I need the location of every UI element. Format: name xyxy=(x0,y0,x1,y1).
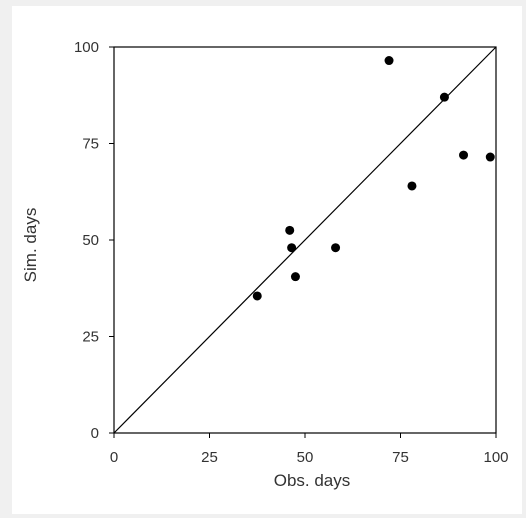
data-point xyxy=(384,56,394,66)
y-tick-label: 100 xyxy=(74,39,99,56)
axis-ticks: 0 25 50 75 100 0 25 50 75 100 xyxy=(74,39,509,466)
y-tick-label: 25 xyxy=(82,329,99,346)
scatter-chart: 0 25 50 75 100 0 25 50 75 100 Obs. days Sim. days xyxy=(21,39,509,490)
y-axis-title: Sim. days xyxy=(21,208,40,283)
one-to-one-line xyxy=(113,46,497,434)
data-point xyxy=(285,225,295,235)
data-point xyxy=(252,291,262,301)
x-tick-label: 75 xyxy=(392,449,409,466)
data-point xyxy=(407,181,417,191)
x-tick-label: 0 xyxy=(110,449,118,466)
y-tick-label: 0 xyxy=(91,425,99,442)
x-tick-label: 25 xyxy=(201,449,218,466)
data-points xyxy=(252,56,495,301)
y-tick-label: 75 xyxy=(82,136,99,153)
data-point xyxy=(459,150,469,160)
data-point xyxy=(439,92,449,102)
data-point xyxy=(331,243,341,253)
y-tick-label: 50 xyxy=(82,232,99,249)
data-point xyxy=(290,272,300,282)
x-tick-label: 50 xyxy=(297,449,314,466)
x-tick-label: 100 xyxy=(483,449,508,466)
data-point xyxy=(485,152,495,162)
chart-panel: 0 25 50 75 100 0 25 50 75 100 Obs. days Sim. days xyxy=(12,6,522,514)
reference-line-group xyxy=(113,46,497,434)
data-point xyxy=(287,243,297,253)
x-axis-title: Obs. days xyxy=(274,471,351,490)
